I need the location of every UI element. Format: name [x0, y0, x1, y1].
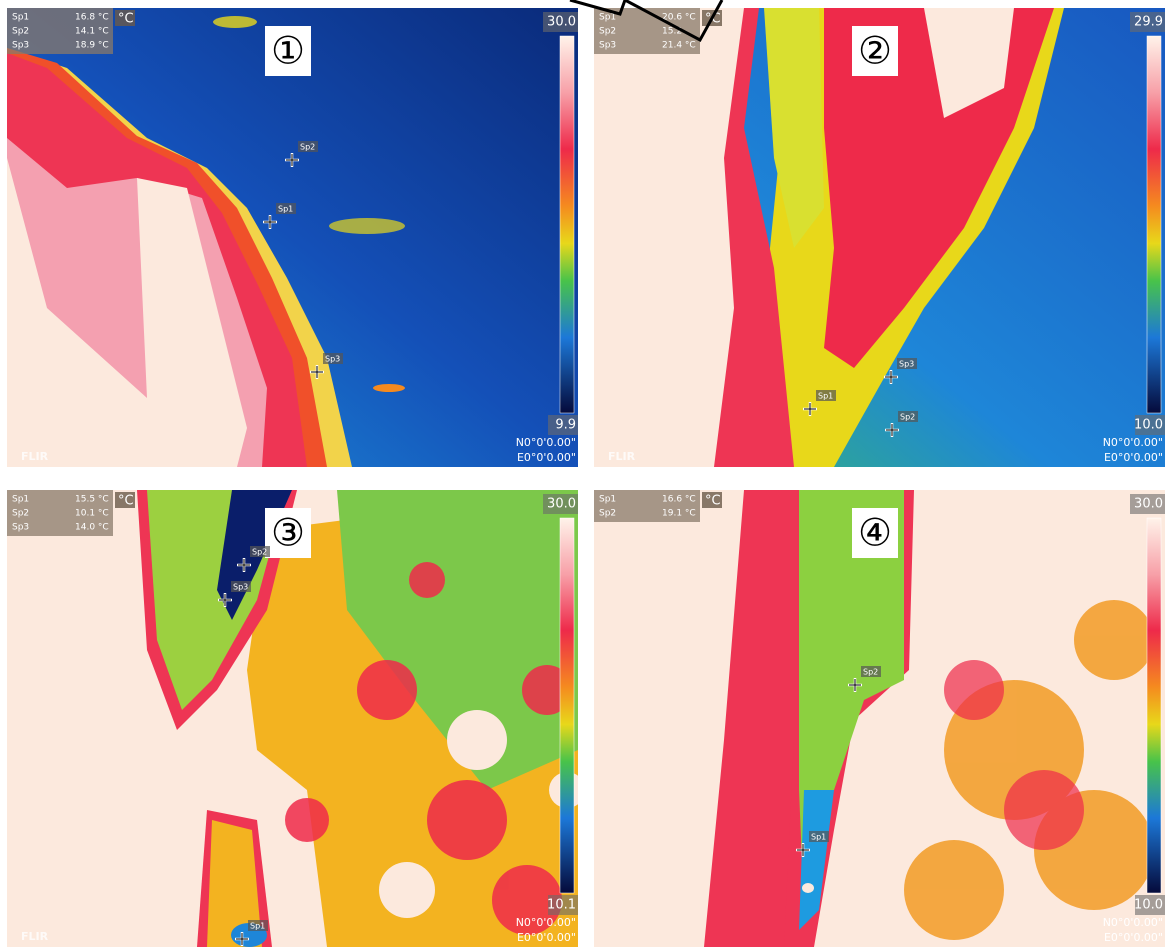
spot-value: 16.8 °C [75, 13, 109, 23]
scale-max: 30.0 [1134, 497, 1163, 512]
spot-name: Sp3 [12, 523, 29, 533]
spot-marker-label: Sp2 [900, 413, 915, 422]
scale-bar [1147, 36, 1161, 413]
scale-min: 10.0 [1134, 898, 1163, 913]
spot-marker-label: Sp1 [811, 833, 826, 842]
spot-name: Sp1 [599, 495, 616, 505]
scale-max: 30.0 [547, 497, 576, 512]
spot-value: 16.6 °C [662, 495, 696, 505]
spot-value: 18.9 °C [75, 41, 109, 51]
gps-coord: E0°0'0.00" [1104, 451, 1163, 464]
gps-coord: E0°0'0.00" [517, 451, 576, 464]
spot-value: 14.0 °C [75, 523, 109, 533]
thermal-image-4 [594, 490, 1165, 947]
figure: Sp1 16.8 °C Sp2 14.1 °C Sp3 18.9 °C °C ① 30.0 9.9… [0, 0, 1165, 947]
thermal-image-1 [7, 8, 578, 467]
gps-coord: N0°0'0.00" [1103, 436, 1163, 449]
gps-coord: N0°0'0.00" [1103, 916, 1163, 929]
spot-name: Sp1 [599, 13, 616, 23]
scale-min: 9.9 [555, 418, 576, 433]
spot-marker-label: Sp2 [252, 548, 267, 557]
spot-name: Sp2 [599, 27, 616, 37]
brand-logo: FLIR [21, 930, 49, 943]
spot-value: 14.1 °C [75, 27, 109, 37]
thermal-image-2 [594, 8, 1165, 467]
spot-marker-label: Sp2 [863, 668, 878, 677]
scale-min: 10.0 [1134, 418, 1163, 433]
spot-name: Sp2 [599, 509, 616, 519]
gps-coord: E0°0'0.00" [517, 931, 576, 944]
scale-bar [560, 518, 574, 893]
panel-label: ② [858, 29, 892, 73]
gps-coord: E0°0'0.00" [1104, 931, 1163, 944]
unit: °C [118, 12, 134, 27]
spot-name: Sp1 [12, 495, 29, 505]
scale-min: 10.1 [547, 898, 576, 913]
brand-logo: FLIR [21, 450, 49, 463]
spot-marker-label: Sp1 [818, 392, 833, 401]
panel-label: ③ [271, 511, 305, 555]
spot-name: Sp2 [12, 27, 29, 37]
spot-name: Sp3 [599, 41, 616, 51]
gps-coord: N0°0'0.00" [516, 436, 576, 449]
spot-marker-label: Sp2 [300, 143, 315, 152]
scale-bar [1147, 518, 1161, 893]
spot-value: 10.1 °C [75, 509, 109, 519]
spot-marker-label: Sp3 [325, 355, 340, 364]
spot-marker-label: Sp3 [899, 360, 914, 369]
spot-value: 21.4 °C [662, 41, 696, 51]
scale-max: 29.9 [1134, 15, 1163, 30]
scale-max: 30.0 [547, 15, 576, 30]
unit: °C [118, 494, 134, 509]
spot-marker-label: Sp1 [250, 922, 265, 931]
gps-coord: N0°0'0.00" [516, 916, 576, 929]
spot-marker-label: Sp3 [233, 583, 248, 592]
spot-name: Sp2 [12, 509, 29, 519]
spot-name: Sp3 [12, 41, 29, 51]
unit: °C [705, 494, 721, 509]
spot-marker-label: Sp1 [278, 205, 293, 214]
spot-value: 15.5 °C [75, 495, 109, 505]
thermal-image-3 [7, 490, 585, 947]
panel-label: ① [271, 29, 305, 73]
brand-logo: FLIR [608, 450, 636, 463]
thermal-figure: Sp1 16.8 °C Sp2 14.1 °C Sp3 18.9 °C °C ① 30.0 9.9… [0, 0, 1165, 947]
panel-label: ④ [858, 511, 892, 555]
spot-value: 19.1 °C [662, 509, 696, 519]
scale-bar [560, 36, 574, 413]
spot-name: Sp1 [12, 13, 29, 23]
